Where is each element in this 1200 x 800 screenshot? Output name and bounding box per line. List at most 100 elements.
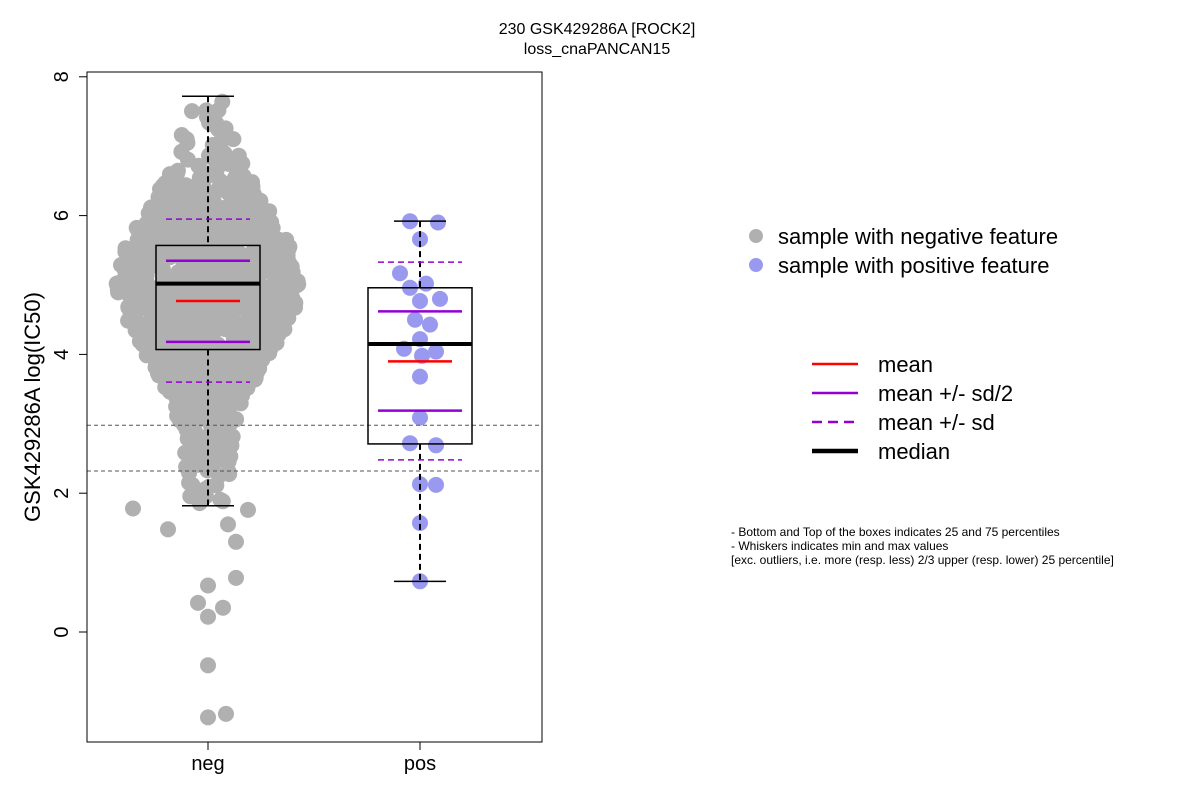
pos-point bbox=[428, 343, 444, 360]
neg-point bbox=[179, 353, 196, 369]
neg-point bbox=[216, 249, 233, 266]
y-axis-label: GSK429286A log(IC50) bbox=[20, 292, 45, 522]
legend-point-swatch bbox=[749, 258, 763, 272]
neg-outlier-point bbox=[190, 594, 206, 611]
neg-point bbox=[208, 156, 225, 173]
legend-line-label: mean +/- sd/2 bbox=[878, 381, 1013, 406]
neg-point bbox=[167, 278, 184, 294]
neg-point bbox=[249, 308, 266, 325]
y-tick-label: 2 bbox=[51, 488, 73, 499]
neg-point bbox=[210, 413, 227, 430]
neg-outlier-point bbox=[228, 569, 244, 586]
pos-point bbox=[412, 293, 428, 309]
neg-point bbox=[254, 264, 271, 280]
neg-point bbox=[198, 102, 215, 119]
neg-point bbox=[169, 230, 185, 247]
neg-point bbox=[129, 221, 146, 238]
neg-point bbox=[235, 371, 252, 388]
x-tick-label: pos bbox=[404, 753, 436, 775]
neg-point bbox=[191, 231, 208, 248]
neg-point bbox=[120, 312, 137, 329]
neg-point bbox=[241, 246, 258, 263]
neg-point bbox=[222, 397, 239, 414]
neg-point bbox=[189, 382, 206, 399]
neg-point bbox=[253, 288, 270, 305]
neg-outlier-point bbox=[160, 521, 176, 538]
legend-point-label: sample with negative feature bbox=[778, 224, 1058, 249]
neg-outlier-point bbox=[228, 533, 244, 550]
neg-point bbox=[117, 243, 134, 260]
neg-point bbox=[162, 342, 178, 359]
neg-point bbox=[113, 257, 129, 273]
neg-outlier-point bbox=[200, 709, 216, 726]
neg-point bbox=[202, 306, 219, 323]
neg-outlier-point bbox=[200, 608, 216, 625]
neg-point bbox=[156, 289, 173, 306]
iqr-box bbox=[367, 287, 473, 445]
neg-point bbox=[221, 384, 238, 401]
pos-point bbox=[422, 316, 438, 333]
neg-point bbox=[279, 272, 296, 289]
y-tick-label: 6 bbox=[51, 210, 73, 221]
neg-point bbox=[188, 428, 205, 445]
neg-point bbox=[267, 333, 284, 349]
neg-point bbox=[218, 281, 234, 298]
y-tick-label: 8 bbox=[51, 71, 73, 82]
neg-outlier-point bbox=[125, 500, 141, 517]
neg-point bbox=[230, 147, 247, 164]
neg-outlier-point bbox=[200, 577, 216, 594]
neg-point bbox=[180, 370, 197, 387]
neg-point bbox=[228, 411, 245, 428]
neg-point bbox=[189, 395, 206, 411]
neg-point bbox=[194, 295, 211, 312]
pos-point bbox=[412, 409, 428, 426]
neg-point bbox=[173, 405, 190, 422]
neg-point bbox=[247, 369, 264, 386]
neg-point bbox=[184, 306, 201, 323]
y-tick-label: 0 bbox=[51, 626, 73, 637]
pos-point bbox=[414, 347, 430, 364]
neg-point bbox=[226, 170, 243, 187]
neg-point bbox=[210, 372, 227, 389]
neg-point bbox=[228, 192, 245, 209]
notes: - Bottom and Top of the boxes indicates … bbox=[731, 525, 1114, 567]
neg-point bbox=[221, 466, 238, 482]
pos-point bbox=[412, 368, 428, 385]
x-tick-label: neg bbox=[191, 753, 224, 775]
neg-point bbox=[169, 327, 186, 344]
neg-point bbox=[221, 432, 238, 449]
neg-point bbox=[258, 203, 275, 220]
pos-point bbox=[428, 476, 444, 493]
iqr-box bbox=[155, 244, 261, 351]
box-layer bbox=[155, 95, 473, 583]
pos-point bbox=[412, 231, 428, 248]
neg-outlier-point bbox=[218, 705, 234, 722]
neg-point bbox=[276, 233, 293, 250]
neg-outlier-point bbox=[220, 516, 236, 533]
pos-point bbox=[432, 290, 448, 307]
neg-point bbox=[204, 384, 221, 401]
pos-point bbox=[407, 311, 423, 328]
neg-outlier-point bbox=[240, 501, 256, 518]
neg-point bbox=[146, 320, 162, 336]
note-line: - Bottom and Top of the boxes indicates … bbox=[731, 525, 1060, 539]
neg-point bbox=[225, 131, 242, 148]
neg-point bbox=[270, 283, 287, 300]
neg-outlier-point bbox=[215, 599, 231, 616]
legend-point-label: sample with positive feature bbox=[778, 253, 1049, 278]
neg-point bbox=[224, 340, 241, 357]
note-line: [exc. outliers, i.e. more (resp. less) 2… bbox=[731, 553, 1114, 567]
neg-point bbox=[247, 214, 264, 231]
neg-point bbox=[152, 240, 169, 257]
neg-point bbox=[119, 285, 136, 302]
neg-point bbox=[191, 169, 208, 186]
pos-point bbox=[430, 214, 446, 231]
legend-point-swatch bbox=[749, 229, 763, 243]
legend: sample with negative feature sample with … bbox=[749, 224, 1058, 464]
neg-point bbox=[184, 103, 200, 120]
neg-point bbox=[108, 275, 125, 292]
neg-point bbox=[270, 304, 287, 321]
neg-point bbox=[214, 93, 231, 110]
pos-point bbox=[428, 437, 444, 454]
